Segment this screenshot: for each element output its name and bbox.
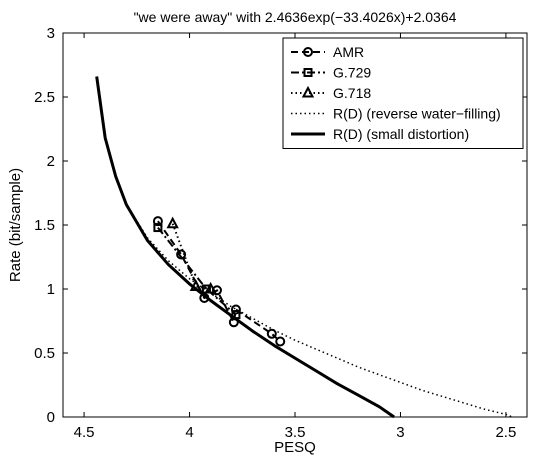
legend-label-g-729: G.729 xyxy=(333,65,371,81)
y-tick-label: 0 xyxy=(47,409,55,426)
x-tick-label: 4.5 xyxy=(74,424,95,441)
legend-label-amr: AMR xyxy=(333,44,364,60)
y-tick-label: 2 xyxy=(47,153,55,170)
legend-label-r-d-reverse-water-filling: R(D) (reverse water−filling) xyxy=(333,106,501,122)
legend: AMR G.729 G.718 R(D) (reverse water−filling… xyxy=(283,38,523,149)
x-tick-label: 2.5 xyxy=(495,424,516,441)
x-tick-label: 4 xyxy=(185,424,193,441)
y-tick-label: 2.5 xyxy=(34,89,55,106)
y-tick-label: 1 xyxy=(47,281,55,298)
x-tick-label: 3.5 xyxy=(285,424,306,441)
y-tick-label: 1.5 xyxy=(34,217,55,234)
chart-title: "we were away" with 2.4636exp(−33.4026x)… xyxy=(134,9,457,25)
x-axis-label: PESQ xyxy=(274,439,316,456)
y-axis-label: Rate (bit/sample) xyxy=(7,168,24,282)
x-tick-label: 3 xyxy=(396,424,404,441)
y-tick-label: 0.5 xyxy=(34,345,55,362)
y-tick-label: 3 xyxy=(47,25,55,42)
legend-label-r-d-small-distortion: R(D) (small distortion) xyxy=(333,126,469,142)
legend-label-g-718: G.718 xyxy=(333,85,371,101)
